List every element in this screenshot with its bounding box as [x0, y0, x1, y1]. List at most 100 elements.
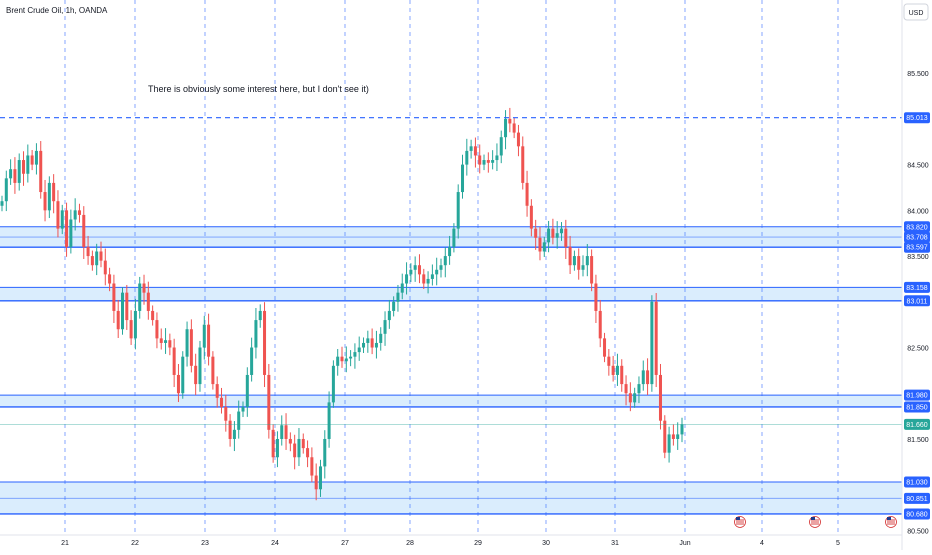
- candle-150: [646, 370, 650, 385]
- candle-13: [56, 201, 60, 229]
- us-flag-icon[interactable]: [734, 516, 746, 528]
- candle-95: [409, 269, 413, 275]
- last-price-label-bg: [904, 418, 930, 430]
- zone-2-label-1-bg: [904, 401, 930, 413]
- flag-canton-1: [811, 517, 815, 520]
- candle-107: [461, 164, 465, 193]
- candle-30: [129, 320, 133, 339]
- zone-1-label-1: 83.011: [907, 298, 928, 305]
- candle-143: [615, 365, 619, 375]
- candle-26: [112, 283, 116, 311]
- currency-button[interactable]: [903, 3, 929, 21]
- candle-35: [151, 310, 155, 321]
- candle-156: [671, 434, 675, 439]
- zone-0-label-0-bg: [904, 221, 930, 233]
- x-tick-4: 27: [341, 540, 349, 547]
- candle-77: [331, 365, 335, 403]
- candles-layer: [0, 107, 684, 501]
- candle-155: [667, 434, 671, 453]
- zone-2-label-0-bg: [904, 389, 930, 401]
- candle-124: [534, 228, 538, 238]
- candle-14: [60, 210, 64, 229]
- x-tick-1: 22: [131, 540, 139, 547]
- candle-29: [125, 292, 129, 321]
- candle-16: [69, 219, 73, 247]
- us-flag-icon[interactable]: [809, 516, 821, 528]
- y-tick-5: 83.500: [907, 254, 929, 261]
- candle-128: [551, 228, 555, 238]
- annotation-text: There is obviously some interest here, b…: [148, 84, 369, 94]
- candle-92: [396, 292, 400, 302]
- candle-53: [228, 420, 232, 439]
- candle-118: [508, 118, 512, 124]
- candle-144: [620, 365, 624, 385]
- time-axis[interactable]: 21 22 23 24 27 28 29 30 31 Jun 4 5: [0, 534, 902, 547]
- symbol-label: Brent Crude Oil, 1h, OANDA: [6, 6, 108, 15]
- candle-142: [611, 365, 615, 375]
- candle-59: [254, 320, 258, 348]
- candle-141: [607, 356, 611, 366]
- candle-102: [439, 265, 443, 270]
- last-price-label: 81.660: [906, 422, 928, 429]
- candle-10: [43, 192, 47, 211]
- candle-15: [65, 210, 69, 247]
- candle-58: [250, 347, 254, 375]
- candle-45: [194, 365, 198, 385]
- candle-126: [542, 242, 546, 252]
- vertical-grid-layer: [64, 0, 839, 535]
- candle-116: [499, 137, 503, 156]
- x-tick-9: Jun: [679, 540, 690, 547]
- x-tick-7: 30: [542, 540, 550, 547]
- candle-110: [473, 146, 477, 156]
- candle-46: [198, 347, 202, 385]
- candle-74: [318, 466, 322, 490]
- candle-76: [327, 402, 331, 439]
- zone-1-label-1-bg: [904, 295, 930, 307]
- candle-7: [30, 155, 34, 165]
- candle-5: [22, 160, 26, 174]
- price-axis[interactable]: 80.50081.00081.50082.50083.00083.50084.0…: [901, 0, 930, 550]
- candle-63: [271, 429, 275, 458]
- candle-70: [301, 438, 305, 449]
- candle-148: [637, 384, 641, 394]
- candle-27: [116, 310, 120, 330]
- candle-85: [366, 338, 370, 343]
- candle-78: [336, 356, 340, 366]
- candle-138: [594, 283, 598, 311]
- y-tick-7: 84.500: [907, 163, 929, 170]
- events-layer: [734, 516, 897, 528]
- candle-6: [26, 155, 30, 174]
- candle-149: [641, 370, 645, 385]
- candle-66: [284, 425, 288, 439]
- candle-122: [525, 182, 529, 206]
- candle-11: [47, 182, 51, 211]
- candle-147: [633, 393, 637, 403]
- candle-132: [568, 246, 572, 266]
- candle-94: [405, 274, 409, 284]
- currency-button-label: USD: [909, 10, 924, 17]
- candle-60: [258, 310, 262, 321]
- candle-100: [430, 274, 434, 279]
- dashed-level-label-bg: [904, 112, 930, 124]
- candle-25: [108, 274, 112, 284]
- candle-152: [654, 301, 658, 375]
- dashed-level-label: 85.013: [906, 115, 928, 122]
- candle-21: [90, 256, 94, 266]
- candle-75: [323, 438, 327, 467]
- candle-72: [310, 457, 314, 476]
- candle-52: [224, 406, 228, 421]
- candle-23: [99, 251, 103, 261]
- candle-158: [680, 424, 684, 435]
- flag-canton-2: [887, 517, 891, 520]
- us-flag-icon[interactable]: [885, 516, 897, 528]
- candle-54: [232, 429, 236, 439]
- candle-115: [495, 155, 499, 161]
- candle-24: [103, 260, 107, 275]
- candle-130: [559, 228, 563, 234]
- candle-48: [207, 324, 211, 357]
- candle-98: [422, 274, 426, 284]
- candle-41: [176, 374, 180, 394]
- candle-18: [77, 210, 81, 215]
